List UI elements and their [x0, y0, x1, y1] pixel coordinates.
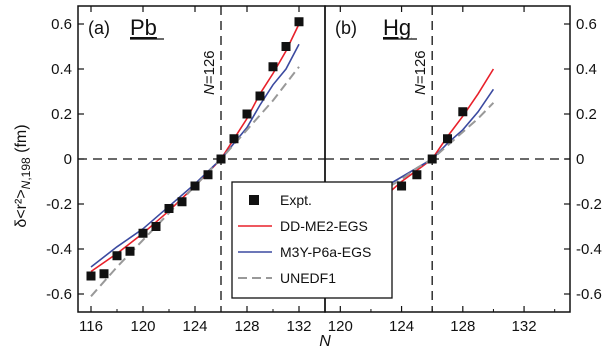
expt-point	[397, 181, 407, 191]
element-label: Pb	[130, 15, 157, 40]
panel-label: (b)	[335, 18, 357, 38]
expt-point	[138, 228, 148, 238]
element-label: Hg	[383, 15, 411, 40]
expt-point	[255, 91, 265, 101]
y-axis-title: δ<r²>N,198 (fm)	[13, 124, 33, 227]
x-tick-label: 132	[286, 318, 311, 335]
expt-point	[164, 204, 174, 213]
y-tick-label: 0.2	[51, 106, 72, 123]
expt-point	[427, 154, 437, 164]
y-tick-label: 0	[64, 151, 72, 168]
y-tick-label: 0.4	[51, 61, 72, 78]
expt-point	[99, 269, 109, 279]
n126-label: N=126	[412, 50, 429, 95]
expt-point	[86, 271, 96, 281]
y-tick-label: 0.6	[576, 16, 597, 33]
n126-label: N=126	[201, 50, 218, 95]
expt-point	[112, 251, 122, 261]
y-tick-label: -0.6	[576, 286, 602, 303]
y-tick-label: -0.4	[576, 241, 602, 258]
x-tick-label: 124	[182, 318, 207, 335]
legend-label: Expt.	[280, 192, 312, 208]
panel-label: (a)	[88, 18, 110, 38]
x-tick-label: 128	[450, 318, 475, 335]
expt-point	[281, 42, 291, 51]
y-tick-label: -0.2	[46, 196, 72, 213]
x-tick-label: 116	[79, 318, 103, 335]
expt-point	[216, 154, 226, 164]
legend-label: DD-ME2-EGS	[280, 218, 368, 234]
x-tick-label: 120	[130, 318, 155, 335]
y-tick-label: -0.2	[576, 196, 602, 213]
y-tick-label: 0.2	[576, 106, 597, 123]
x-tick-label: 124	[389, 318, 414, 335]
panel-pb: -0.6 -0.4 -0.2 0 0.2 0.4 0.6 116 120 124 128 132 (a)…	[46, 5, 326, 335]
expt-point	[412, 170, 422, 180]
series-line-unedf1	[90, 66, 300, 297]
expt-point	[229, 134, 239, 144]
x-tick-label: 120	[328, 318, 353, 335]
y-tick-label: -0.4	[46, 241, 72, 258]
y-tick-label: 0.4	[576, 61, 597, 78]
x-tick-label: 128	[234, 318, 259, 335]
legend-label: UNEDF1	[280, 270, 336, 286]
y-tick-label: 0	[576, 151, 584, 168]
legend-marker-expt	[249, 195, 259, 205]
panel-hg: -0.6 -0.4 -0.2 0 0.2 0.4 0.6 120 124 128 132 (b) HgN…	[324, 5, 602, 335]
expt-point	[125, 246, 135, 256]
expt-point	[151, 222, 161, 231]
expt-point	[294, 17, 304, 27]
expt-point	[203, 170, 213, 180]
expt-point	[443, 134, 452, 144]
y-tick-label: 0.6	[51, 16, 72, 33]
legend-label: M3Y-P6a-EGS	[280, 244, 371, 260]
legend: Expt. DD-ME2-EGS M3Y-P6a-EGS UNEDF1	[231, 181, 393, 299]
expt-point	[242, 109, 252, 119]
y-tick-label: -0.6	[46, 286, 72, 303]
series-line-unedf1	[355, 102, 495, 210]
expt-point	[458, 107, 468, 117]
expt-point	[190, 181, 200, 191]
expt-point	[177, 197, 187, 207]
x-axis-title: N	[319, 333, 331, 350]
expt-point	[268, 62, 278, 72]
x-tick-label: 132	[512, 318, 537, 335]
